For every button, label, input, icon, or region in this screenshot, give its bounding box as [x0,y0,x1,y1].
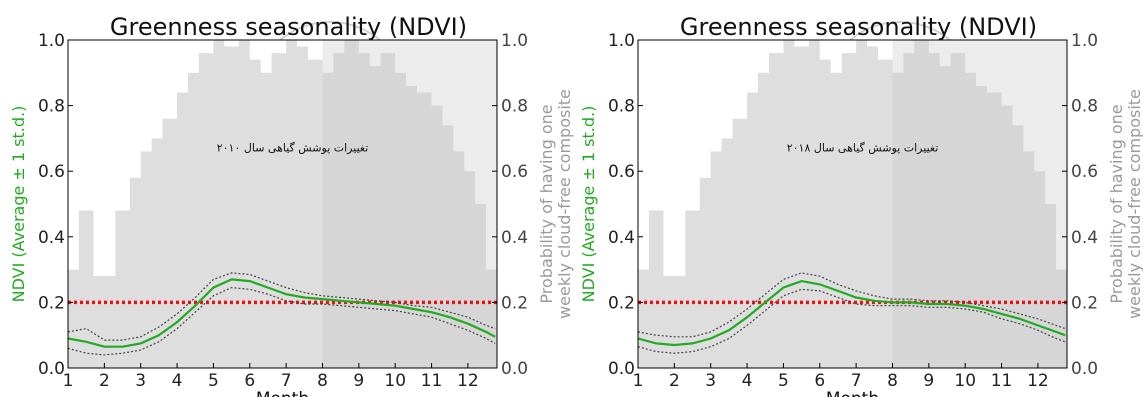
chart-title: Greenness seasonality (NDVI) [680,13,1037,41]
plot-frame [67,39,498,369]
y-tick-label: 0.2 [38,293,65,313]
y2-tick-label: 0.4 [1071,228,1098,248]
shaded-region [892,40,1067,368]
y-axis-label: NDVI (Average ± 1 st.d.) [9,106,28,303]
y2-tick-label: 0.8 [501,97,528,117]
x-tick-label: 6 [244,371,255,391]
y-tick-label: 0.6 [38,162,65,182]
x-tick-label: 2 [669,371,680,391]
y-tick-label: 0.2 [608,293,635,313]
x-tick-label: 11 [421,371,443,391]
chart-annotation: تغییرات پوشش گیاهی سال ۲۰۱۸ [787,142,939,155]
x-tick-label: 5 [208,371,219,391]
y-tick-label: 1.0 [38,31,65,51]
ndvi-upper-std-line [67,272,496,341]
y2-axis-label-line1: Probability of having one [1107,104,1126,303]
x-tick-label: 9 [923,371,934,391]
cloud-free-probability-area [638,40,1067,368]
x-tick-label: 1 [633,371,644,391]
chart-annotation: تغییرات پوشش گیاهی سال ۲۰۱۰ [217,142,369,155]
x-tick-label: 8 [887,371,898,391]
chart-title: Greenness seasonality (NDVI) [110,13,467,41]
y2-axis-label-line2: weekly cloud-free composite [1125,89,1143,319]
ndvi-mean-line [67,278,496,348]
x-tick-label: 11 [991,371,1013,391]
x-tick-label: 2 [99,371,110,391]
y-tick-label: 0.0 [608,359,635,379]
y2-tick-label: 0.0 [1071,359,1098,379]
y2-tick-label: 0.8 [1071,97,1098,117]
x-tick-label: 10 [384,371,406,391]
y-tick-label: 0.8 [608,97,635,117]
x-tick-label: 10 [954,371,976,391]
ndvi-lower-std-line [67,286,496,356]
y-tick-label: 0.6 [608,162,635,182]
x-tick-label: 4 [172,371,183,391]
chart-panel-2018: 1 2 3 4 5 6 7 8 9 10 11 120.00.20.40.60.81.00.00.20… [579,13,1143,397]
x-tick-label: 3 [705,371,716,391]
x-tick-label: 8 [317,371,328,391]
y2-tick-label: 0.6 [501,162,528,182]
y2-tick-label: 0.6 [1071,162,1098,182]
chart-panel-2010: 1 2 3 4 5 6 7 8 9 10 11 120.00.20.40.60.81.00.00.20… [9,13,574,397]
y-tick-label: 0.4 [608,228,635,248]
ndvi-upper-std-line [637,272,1066,338]
y2-tick-label: 0.4 [501,228,528,248]
x-tick-label: 7 [281,371,292,391]
x-tick-label: 12 [457,371,479,391]
x-axis-label: Month [256,389,309,397]
y-tick-label: 0.4 [38,228,65,248]
y-tick-label: 1.0 [608,31,635,51]
y2-axis-label-line1: Probability of having one [537,104,556,303]
x-tick-label: 1 [63,371,74,391]
x-tick-label: 9 [353,371,364,391]
y2-tick-label: 0.0 [501,359,528,379]
y2-tick-label: 1.0 [501,31,528,51]
shaded-region [322,40,497,368]
x-tick-label: 3 [135,371,146,391]
x-tick-label: 7 [851,371,862,391]
y-tick-label: 0.8 [38,97,65,117]
y2-tick-label: 0.2 [1071,293,1098,313]
x-axis-label: Month [826,389,879,397]
y2-tick-label: 1.0 [1071,31,1098,51]
x-tick-label: 6 [814,371,825,391]
y-tick-label: 0.0 [38,359,65,379]
y2-axis-label-line2: weekly cloud-free composite [555,89,574,319]
ndvi-mean-line [637,279,1066,347]
y2-tick-label: 0.2 [501,293,528,313]
plot-frame [637,39,1068,369]
x-tick-label: 12 [1027,371,1049,391]
x-tick-label: 5 [778,371,789,391]
x-tick-label: 4 [742,371,753,391]
cloud-free-probability-area [68,40,497,368]
y-axis-label: NDVI (Average ± 1 st.d.) [579,106,598,303]
